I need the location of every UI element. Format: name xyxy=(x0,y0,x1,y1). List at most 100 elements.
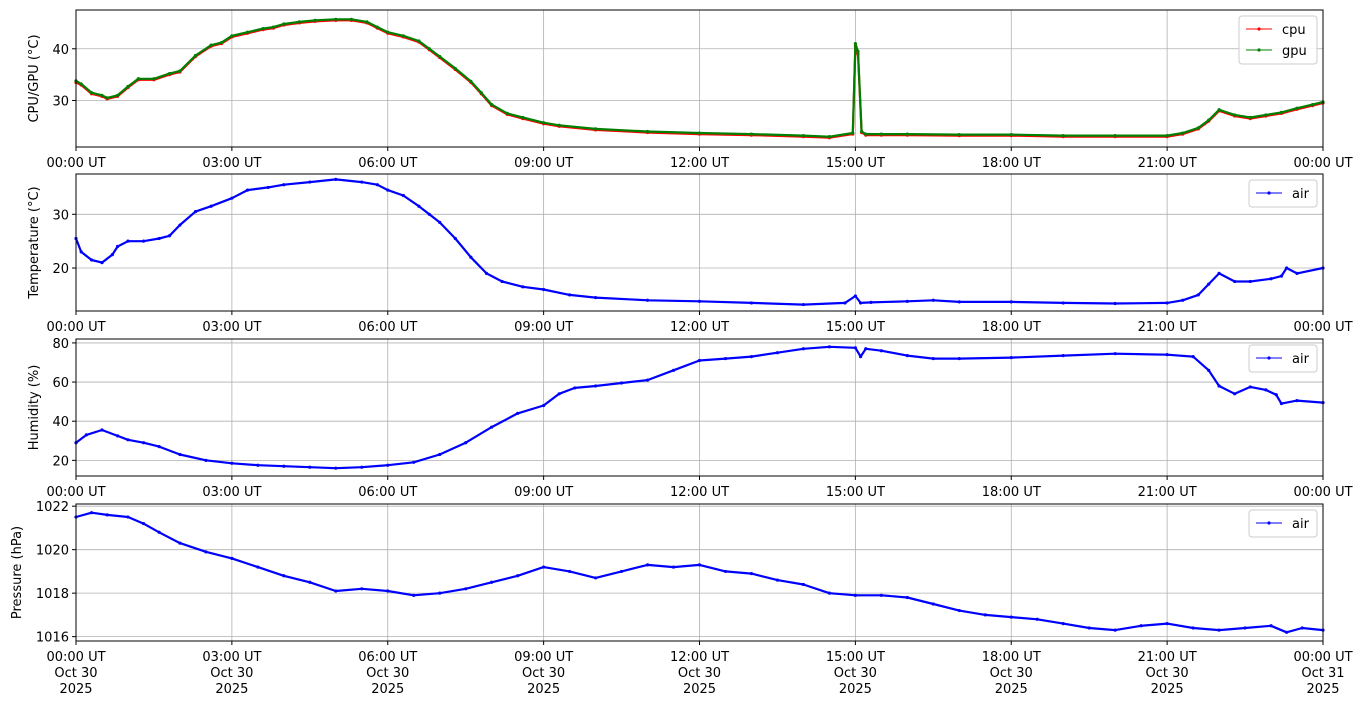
legend: air xyxy=(1248,344,1318,373)
data-point xyxy=(484,271,489,275)
x-tick-label: 15:00 UT xyxy=(826,650,885,665)
data-point xyxy=(853,346,857,350)
chart-panel: 30 40 00:00 UT 03:00 UT 06:00 UT 09:00 UT 12:0… xyxy=(27,9,1353,171)
data-point xyxy=(297,20,302,24)
data-point xyxy=(500,279,504,284)
data-point xyxy=(879,132,883,136)
data-point xyxy=(469,79,473,83)
series-air xyxy=(74,345,1325,470)
data-point xyxy=(256,565,260,569)
y-axis-label: Pressure (hPa) xyxy=(10,526,25,619)
data-point xyxy=(308,180,312,184)
data-point xyxy=(1196,126,1200,130)
data-point xyxy=(334,589,338,593)
y-tick-label: 20 xyxy=(52,262,69,277)
x-tick-date: Oct 30 xyxy=(990,666,1033,681)
x-tick-label: 06:00 UT xyxy=(358,485,417,500)
x-tick-year: 2025 xyxy=(59,682,92,697)
data-point xyxy=(245,188,250,192)
y-tick-label: 30 xyxy=(52,94,69,109)
x-tick-label: 12:00 UT xyxy=(670,485,729,500)
data-point xyxy=(261,27,265,31)
x-tick-label: 00:00 UT xyxy=(46,320,105,335)
data-point xyxy=(1295,106,1299,110)
data-point xyxy=(365,20,369,24)
data-point xyxy=(1248,385,1252,389)
x-tick-label: 09:00 UT xyxy=(514,485,573,500)
data-point xyxy=(427,212,431,216)
data-point xyxy=(1009,132,1013,137)
data-point xyxy=(1295,271,1299,275)
data-point xyxy=(1009,355,1013,360)
data-point xyxy=(853,294,857,298)
data-point xyxy=(645,129,650,134)
data-point xyxy=(1279,274,1284,278)
x-tick-label: 21:00 UT xyxy=(1138,650,1197,665)
data-point xyxy=(167,234,172,238)
data-point xyxy=(1279,401,1284,406)
data-point xyxy=(490,425,494,429)
x-tick-label: 00:00 UT xyxy=(46,485,105,500)
data-point xyxy=(1233,113,1237,117)
data-point xyxy=(401,193,405,198)
data-point xyxy=(957,608,961,613)
data-point xyxy=(157,445,161,449)
data-point xyxy=(157,236,161,241)
series-air xyxy=(74,177,1325,307)
data-point xyxy=(801,302,806,307)
x-tick-label: 00:00 UT xyxy=(46,650,105,665)
data-point xyxy=(858,355,863,359)
data-point xyxy=(542,403,546,408)
data-point xyxy=(438,452,442,457)
data-point xyxy=(827,591,831,595)
data-point xyxy=(105,513,109,517)
data-point xyxy=(593,576,598,580)
x-tick-label: 18:00 UT xyxy=(982,320,1041,335)
data-point xyxy=(230,196,234,200)
data-point xyxy=(619,569,624,574)
data-point xyxy=(1035,617,1039,621)
data-point xyxy=(271,25,276,29)
data-point xyxy=(84,433,88,437)
data-point xyxy=(1248,115,1252,120)
data-point xyxy=(905,299,909,303)
x-tick-label: 09:00 UT xyxy=(514,156,573,171)
data-point xyxy=(1113,301,1117,306)
y-tick-label: 1022 xyxy=(36,500,69,515)
legend: cpu gpu xyxy=(1238,15,1318,65)
x-tick-date: Oct 30 xyxy=(522,666,565,681)
x-tick-year: 2025 xyxy=(683,682,716,697)
data-point xyxy=(308,465,312,469)
data-point xyxy=(568,293,572,297)
data-point xyxy=(749,301,754,305)
data-point xyxy=(957,132,961,137)
x-tick-year: 2025 xyxy=(527,682,560,697)
data-point xyxy=(375,183,379,187)
y-tick-label: 80 xyxy=(52,337,69,352)
data-point xyxy=(521,115,525,120)
x-tick-label: 00:00 UT xyxy=(1293,485,1352,500)
data-point xyxy=(401,34,405,38)
data-point xyxy=(697,131,702,135)
data-point xyxy=(775,351,780,355)
data-point xyxy=(542,121,546,125)
data-point xyxy=(1248,279,1252,284)
data-point xyxy=(1087,626,1091,630)
data-point xyxy=(157,530,161,534)
x-tick-date: Oct 30 xyxy=(366,666,409,681)
data-point xyxy=(864,132,868,136)
data-point xyxy=(126,438,130,442)
x-tick-label: 12:00 UT xyxy=(670,156,729,171)
legend-box xyxy=(1248,179,1318,208)
series-line xyxy=(74,178,1324,306)
data-point xyxy=(313,18,317,22)
data-point xyxy=(1207,368,1211,372)
data-point xyxy=(417,204,421,208)
x-tick-date: Oct 30 xyxy=(210,666,253,681)
data-point xyxy=(749,132,754,136)
data-point xyxy=(386,589,390,593)
data-point xyxy=(115,244,120,249)
data-point xyxy=(1061,354,1065,358)
x-tick-label: 03:00 UT xyxy=(202,650,261,665)
